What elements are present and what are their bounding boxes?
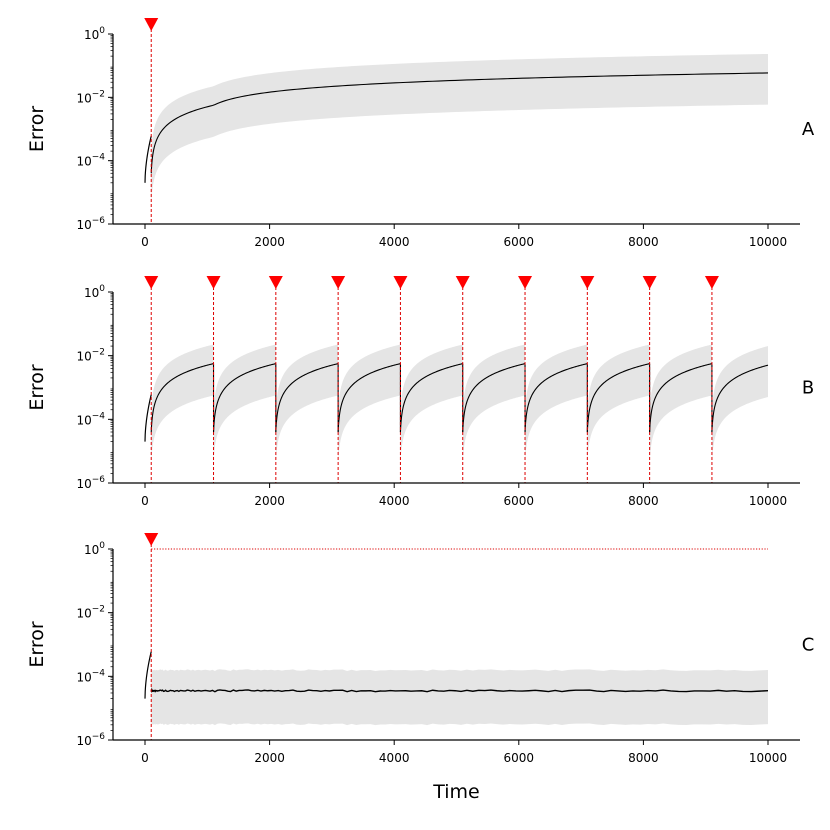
warmup-line [144, 651, 152, 699]
panel-a: 0 2000 4000 6000 8000 10000 10−6 10−4 10−2 100 Err… [26, 18, 815, 249]
error-band [151, 669, 769, 726]
mean-error-line [150, 363, 214, 433]
x-tick-label: 0 [141, 235, 149, 249]
y-tick-label: 10−4 [76, 153, 105, 169]
error-band [151, 344, 214, 464]
reset-marker-icon [518, 276, 533, 289]
panel-label: A [802, 119, 815, 140]
panel-label: B [802, 378, 814, 399]
mean-error-line [337, 363, 401, 433]
mean-error-line [150, 72, 769, 174]
error-band [649, 344, 712, 464]
x-tick-label: 6000 [504, 751, 535, 765]
y-tick-label: 10−4 [76, 668, 105, 684]
x-tick-label: 2000 [254, 235, 285, 249]
mean-error-line [462, 363, 526, 433]
x-tick-label: 4000 [379, 751, 410, 765]
reset-marker-icon [393, 276, 408, 289]
y-axis-label: Error [26, 621, 48, 668]
warmup-line [144, 394, 152, 442]
panel-c: 0 2000 4000 6000 8000 10000 10−6 10−4 10−2 100 Err… [26, 533, 814, 803]
reset-marker-icon [144, 276, 159, 289]
x-tick-label: 2000 [254, 751, 285, 765]
mean-error-line [524, 363, 588, 433]
reset-marker-icon [206, 276, 221, 289]
x-tick-label: 0 [141, 751, 149, 765]
y-tick-label: 10−4 [76, 411, 105, 427]
reset-marker-icon [331, 276, 346, 289]
error-band [275, 344, 339, 464]
x-tick-label: 0 [141, 494, 149, 508]
y-tick-label: 100 [84, 541, 105, 557]
x-tick-label: 4000 [379, 235, 410, 249]
x-tick-label: 6000 [504, 494, 535, 508]
panel-label: C [802, 635, 815, 656]
y-tick-label: 10−2 [76, 348, 105, 364]
y-axis-label: Error [26, 364, 48, 411]
error-band [213, 344, 276, 464]
y-axis-label: Error [26, 106, 48, 153]
x-tick-label: 8000 [628, 235, 659, 249]
reset-marker-icon [642, 276, 657, 289]
mean-error-line [275, 363, 339, 433]
y-tick-label: 10−6 [76, 475, 105, 491]
reset-marker-icon [704, 276, 719, 289]
x-tick-label: 10000 [749, 494, 787, 508]
x-tick-label: 10000 [749, 235, 787, 249]
mean-error-line [150, 687, 769, 694]
warmup-line [144, 135, 152, 183]
error-band [711, 346, 768, 464]
mean-error-line [649, 363, 713, 433]
mean-error-line [586, 363, 650, 433]
y-tick-label: 100 [84, 284, 105, 300]
error-band [400, 344, 463, 464]
x-tick-label: 10000 [749, 751, 787, 765]
reset-marker-icon [268, 276, 283, 289]
error-band [462, 344, 526, 464]
y-tick-label: 10−2 [76, 605, 105, 621]
reset-marker-icon [144, 18, 159, 31]
reset-marker-icon [455, 276, 470, 289]
x-tick-label: 8000 [628, 751, 659, 765]
error-band [151, 53, 769, 206]
error-band [525, 344, 588, 464]
mean-error-line [212, 363, 276, 433]
y-tick-label: 10−6 [76, 216, 105, 232]
x-tick-label: 6000 [504, 235, 535, 249]
mean-error-line [399, 363, 463, 433]
error-band [338, 344, 401, 464]
panel-b: 0 2000 4000 6000 8000 10000 10−6 10−4 10−2 100 Err… [26, 276, 814, 508]
x-tick-label: 4000 [379, 494, 410, 508]
mean-error-line [711, 364, 769, 433]
x-tick-label: 8000 [628, 494, 659, 508]
y-tick-label: 10−2 [76, 89, 105, 105]
x-tick-label: 2000 [254, 494, 285, 508]
reset-marker-icon [580, 276, 595, 289]
y-tick-label: 10−6 [76, 732, 105, 748]
x-axis-label: Time [432, 781, 480, 803]
error-band [587, 344, 650, 464]
reset-marker-icon [144, 533, 159, 546]
y-tick-label: 100 [84, 26, 105, 42]
